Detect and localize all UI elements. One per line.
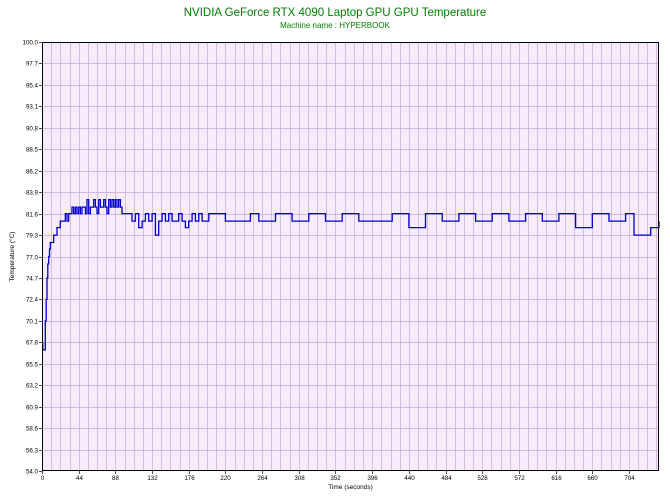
y-tick-label: 67.8 xyxy=(26,340,39,347)
x-tick-label: 220 xyxy=(220,475,231,482)
x-tick-label: 44 xyxy=(76,475,83,482)
series-line xyxy=(42,198,660,351)
x-tick-label: 528 xyxy=(477,475,488,482)
y-tick-label: 56.3 xyxy=(26,448,39,455)
x-tick-label: 0 xyxy=(41,475,45,482)
x-tick-label: 484 xyxy=(441,475,452,482)
y-tick-label: 88.5 xyxy=(26,147,39,154)
x-tick-label: 704 xyxy=(624,475,635,482)
y-tick-label: 54.0 xyxy=(26,469,39,476)
chart-subtitle: Machine name : HYPERBOOK xyxy=(280,21,390,30)
plot-border xyxy=(42,42,659,471)
x-tick-label: 572 xyxy=(514,475,525,482)
y-tick-label: 77.0 xyxy=(26,255,39,262)
x-tick-label: 308 xyxy=(294,475,305,482)
y-tick-label: 81.6 xyxy=(26,212,39,219)
y-axis-label: Temperature (°C) xyxy=(8,232,16,282)
x-tick-label: 396 xyxy=(367,475,378,482)
y-tick-label: 93.1 xyxy=(26,104,39,111)
y-tick-label: 74.7 xyxy=(26,276,39,283)
x-axis-ticks: 0 44 88 132 176 220 264 308 352 396 440 484 528 572 61… xyxy=(41,471,635,482)
y-tick-label: 83.9 xyxy=(26,190,39,197)
x-tick-label: 616 xyxy=(551,475,562,482)
x-tick-label: 132 xyxy=(147,475,158,482)
x-tick-label: 440 xyxy=(404,475,415,482)
y-tick-label: 97.7 xyxy=(26,61,39,68)
x-tick-label: 660 xyxy=(587,475,598,482)
x-axis-label: Time (seconds) xyxy=(328,484,373,491)
y-tick-label: 79.3 xyxy=(26,233,39,240)
y-tick-label: 63.2 xyxy=(26,383,39,390)
y-tick-label: 90.8 xyxy=(26,126,39,133)
y-axis-ticks: 54.0 56.3 58.6 60.9 63.2 65.5 67.8 70.1 72.4 74.7… xyxy=(23,40,42,476)
x-tick-label: 352 xyxy=(330,475,341,482)
y-tick-label: 72.4 xyxy=(26,297,39,304)
y-tick-label: 70.1 xyxy=(26,319,39,326)
grid xyxy=(42,42,659,471)
x-tick-label: 88 xyxy=(112,475,119,482)
x-tick-label: 264 xyxy=(257,475,268,482)
y-tick-label: 58.6 xyxy=(26,426,39,433)
y-tick-label: 65.5 xyxy=(26,362,39,369)
y-tick-label: 100.0 xyxy=(23,40,39,47)
x-tick-label: 176 xyxy=(184,475,195,482)
y-tick-label: 60.9 xyxy=(26,405,39,412)
y-tick-label: 95.4 xyxy=(26,83,39,90)
chart-title: NVIDIA GeForce RTX 4090 Laptop GPU GPU T… xyxy=(183,7,487,19)
y-tick-label: 86.2 xyxy=(26,169,39,176)
